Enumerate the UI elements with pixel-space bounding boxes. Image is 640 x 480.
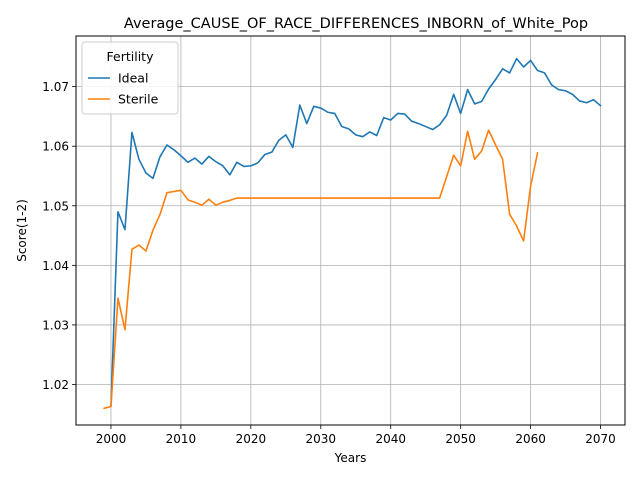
series-layer [103, 57, 602, 410]
grid [76, 36, 625, 425]
legend-box [81, 41, 179, 115]
x-tick-label: 2020 [236, 432, 267, 446]
series-line-sterile [103, 129, 539, 410]
series-line-ideal [110, 57, 602, 407]
y-tick-label: 1.03 [42, 318, 69, 332]
legend: Fertility Ideal Sterile [81, 41, 179, 115]
axis-ticks: 2000 2010 2020 2030 2040 2050 2060 2070 1.02 1.03… [42, 80, 616, 446]
legend-label-sterile: Sterile [118, 92, 159, 107]
x-tick-label: 2000 [96, 432, 127, 446]
x-tick-label: 2070 [585, 432, 616, 446]
legend-label-ideal: Ideal [118, 71, 148, 86]
y-tick-label: 1.07 [42, 80, 69, 94]
legend-title: Fertility [107, 49, 155, 64]
x-tick-label: 2040 [375, 432, 406, 446]
y-tick-label: 1.05 [42, 199, 69, 213]
y-tick-label: 1.02 [42, 378, 69, 392]
x-tick-label: 2030 [306, 432, 337, 446]
plot-frame [75, 35, 626, 426]
y-tick-label: 1.06 [42, 140, 69, 154]
y-tick-label: 1.04 [42, 259, 69, 273]
x-axis-label: Years [334, 451, 367, 465]
x-tick-label: 2050 [445, 432, 476, 446]
x-tick-label: 2060 [515, 432, 546, 446]
x-tick-label: 2010 [166, 432, 197, 446]
y-axis-label: Score(1-2) [15, 199, 29, 262]
chart-title: Average_CAUSE_OF_RACE_DIFFERENCES_INBORN… [124, 16, 588, 32]
